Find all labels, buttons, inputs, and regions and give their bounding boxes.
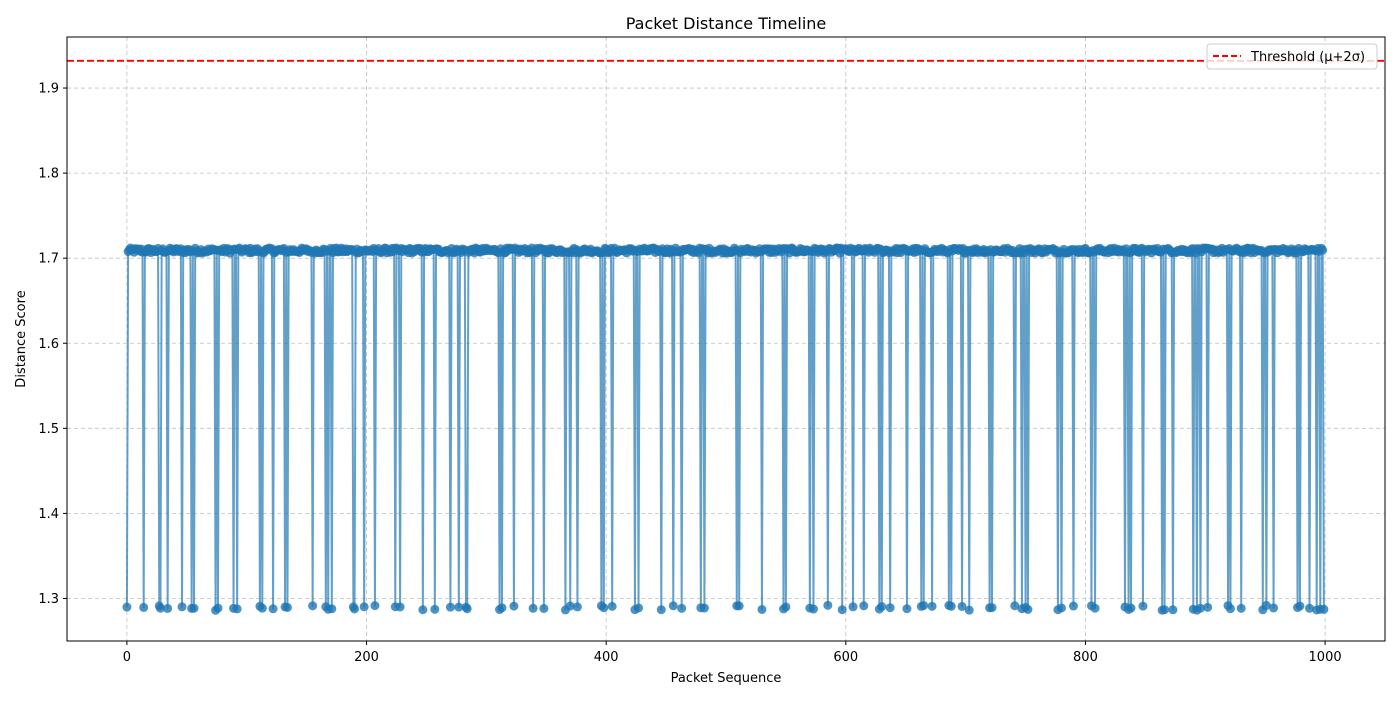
series-point <box>155 603 165 613</box>
series-point <box>781 602 791 612</box>
series-point <box>1090 603 1100 613</box>
series-point <box>497 603 507 613</box>
x-tick-label: 200 <box>354 650 379 665</box>
series-point <box>189 603 199 613</box>
axis-ticks: 0 200 400 600 800 1000 1.3 1.4 1.5 1.6 1.7 1.8 1.9 <box>38 82 1341 665</box>
series-point <box>1068 601 1078 611</box>
series-point <box>139 602 149 612</box>
legend-box <box>1206 43 1378 70</box>
series-point <box>1261 600 1271 610</box>
series-point <box>919 600 929 610</box>
series-point <box>848 602 858 612</box>
series-point <box>927 601 937 611</box>
series-point <box>734 601 744 611</box>
y-tick-label: 1.3 <box>38 592 59 607</box>
series-point <box>987 603 997 613</box>
series-point <box>430 604 440 614</box>
series-point <box>634 603 644 613</box>
series-point <box>308 601 318 611</box>
series-point <box>268 604 278 614</box>
series-point <box>359 602 369 612</box>
series-point <box>699 603 709 613</box>
y-tick-label: 1.9 <box>38 82 59 97</box>
series-point <box>1318 245 1328 255</box>
series-point <box>823 600 833 610</box>
series-point <box>1056 603 1066 613</box>
series-point <box>122 602 132 612</box>
series-point <box>1203 602 1213 612</box>
x-tick-label: 800 <box>1073 650 1098 665</box>
series-point <box>607 601 617 611</box>
series-point <box>1295 601 1305 611</box>
series-point <box>454 602 464 612</box>
series-point <box>1269 603 1279 613</box>
series-point <box>509 601 519 611</box>
x-tick-label: 400 <box>594 650 619 665</box>
series-point <box>599 603 609 613</box>
series-point <box>957 601 967 611</box>
series-point <box>902 604 912 614</box>
series-point <box>1195 603 1205 613</box>
series-point <box>877 602 887 612</box>
series-point <box>282 602 292 612</box>
series-point <box>1305 603 1315 613</box>
series-point <box>528 603 538 613</box>
series-point <box>462 604 472 614</box>
x-tick-label: 1000 <box>1309 650 1342 665</box>
series-point <box>350 604 360 614</box>
series-point <box>1319 604 1329 614</box>
series-point <box>539 603 549 613</box>
series-point <box>1023 605 1033 614</box>
series-point <box>565 601 575 611</box>
y-tick-label: 1.8 <box>38 167 59 182</box>
y-tick-label: 1.6 <box>38 337 59 352</box>
y-tick-label: 1.7 <box>38 252 59 267</box>
series-point <box>668 601 678 611</box>
series-point <box>572 602 582 612</box>
series-point <box>1160 605 1170 615</box>
series-point <box>1010 601 1020 611</box>
y-tick-label: 1.4 <box>38 507 59 522</box>
series-point <box>677 603 687 613</box>
x-tick-label: 600 <box>833 650 858 665</box>
x-tick-label: 0 <box>123 650 131 665</box>
series-point <box>213 603 223 613</box>
series-point <box>327 604 337 614</box>
series-point <box>232 604 242 614</box>
series-point <box>1126 603 1136 613</box>
series-point <box>1225 604 1235 614</box>
legend-threshold-label: Threshold (μ+2σ) <box>1250 50 1365 65</box>
y-axis-label: Distance Score <box>14 290 29 387</box>
series-point <box>964 605 974 615</box>
series-point <box>946 601 956 611</box>
series-point <box>395 602 405 612</box>
series-point <box>418 605 428 615</box>
series-point <box>445 602 455 612</box>
series-point <box>370 601 380 611</box>
series-point <box>1168 605 1178 615</box>
plot-frame <box>66 36 1386 642</box>
series-point <box>656 605 666 615</box>
series-point <box>757 604 767 614</box>
series-point <box>1138 601 1148 611</box>
series-point <box>885 603 895 613</box>
legend: Threshold (μ+2σ) <box>1206 43 1378 70</box>
y-tick-label: 1.5 <box>38 422 59 437</box>
x-axis-label: Packet Sequence <box>671 671 782 686</box>
series-marker-layer <box>122 243 1329 615</box>
series-point <box>808 604 818 614</box>
series-point <box>1236 603 1246 613</box>
series-point <box>257 603 267 613</box>
series-point <box>177 602 187 612</box>
chart-title: Packet Distance Timeline <box>626 14 827 33</box>
series-point <box>837 605 847 615</box>
series-point <box>163 603 173 613</box>
series-point <box>859 601 869 611</box>
